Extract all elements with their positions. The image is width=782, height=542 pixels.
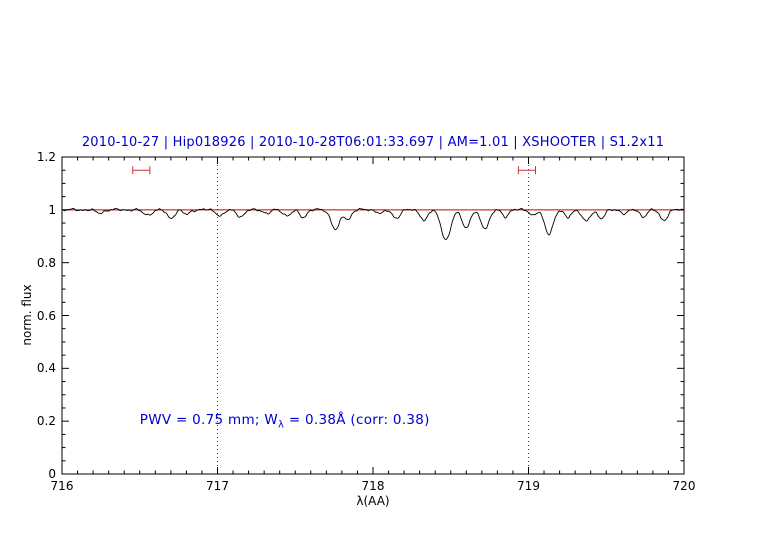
band-marker <box>517 166 536 175</box>
band-marker <box>132 166 151 175</box>
pwv-annotation-tail: = 0.38Å (corr: 0.38) <box>284 412 430 429</box>
y-tick-label: 0.6 <box>36 308 56 323</box>
x-tick-label: 720 <box>672 479 696 493</box>
pwv-annotation: PWV = 0.75 mm; Wλ = 0.38Å (corr: 0.38) <box>140 412 430 431</box>
y-tick-label: 1.2 <box>36 150 56 164</box>
x-tick-label: 719 <box>517 479 540 493</box>
x-tick-label: 717 <box>206 479 229 493</box>
y-tick-label: 0.4 <box>36 361 56 376</box>
pwv-annotation-sub: λ <box>278 419 285 431</box>
pwv-annotation-text: PWV = 0.75 mm; W <box>139 412 279 429</box>
plot-title: 2010-10-27 | Hip018926 | 2010-10-28T06:0… <box>81 135 665 150</box>
spectrum-trace <box>61 207 685 241</box>
y-tick-label: 0.2 <box>36 414 56 429</box>
y-tick-label: 1 <box>48 202 56 217</box>
x-tick-label: 718 <box>361 479 385 493</box>
x-axis-label: λ(AA) <box>356 494 390 508</box>
y-tick-label: 0.8 <box>36 255 56 270</box>
y-tick-label: 0 <box>48 467 56 481</box>
x-tick-label: 716 <box>50 479 74 493</box>
